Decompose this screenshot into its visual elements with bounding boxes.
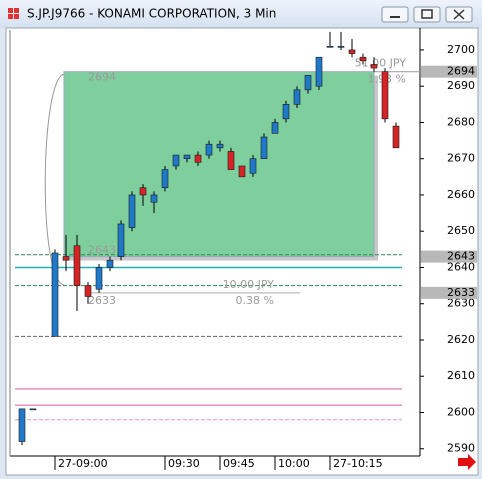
y-tick-label: 2640 bbox=[447, 260, 475, 273]
candle-body bbox=[282, 104, 290, 120]
price-marker bbox=[421, 286, 477, 299]
candle-body bbox=[139, 187, 147, 196]
candle-body bbox=[150, 194, 158, 203]
candle-body bbox=[337, 46, 345, 48]
candle-body bbox=[359, 56, 367, 62]
price-marker bbox=[421, 250, 477, 263]
candle-body bbox=[392, 125, 400, 149]
candle-body bbox=[194, 154, 202, 163]
candle-body bbox=[73, 245, 81, 286]
candle-body bbox=[18, 408, 26, 442]
x-tick-label: 27-10:15 bbox=[333, 457, 383, 470]
candle-body bbox=[128, 194, 136, 228]
candle-body bbox=[249, 158, 257, 174]
y-tick-label: 2670 bbox=[447, 152, 475, 165]
y-tick-label: 2630 bbox=[447, 297, 475, 310]
candle-body bbox=[216, 143, 224, 149]
x-tick-label: 10:00 bbox=[278, 457, 310, 470]
y-tick-label: 2590 bbox=[447, 442, 475, 455]
range-bottom-label: 2643 bbox=[88, 244, 116, 257]
measure-change: 10.00 JPY bbox=[223, 278, 275, 291]
y-tick-label: 2700 bbox=[447, 43, 475, 56]
y-tick-label: 2660 bbox=[447, 188, 475, 201]
x-tick-label: 09:30 bbox=[168, 457, 200, 470]
candle-body bbox=[348, 49, 356, 54]
candle-body bbox=[238, 165, 246, 178]
candle-body bbox=[183, 154, 191, 160]
price-marker bbox=[421, 65, 477, 78]
candle-body bbox=[205, 143, 213, 156]
minimize-button[interactable] bbox=[381, 6, 409, 23]
candle-body bbox=[326, 46, 334, 48]
candle-body bbox=[84, 285, 92, 297]
app-icon bbox=[8, 8, 19, 19]
y-tick-label: 2680 bbox=[447, 115, 475, 128]
candle-body bbox=[29, 408, 37, 411]
y-tick-label: 2690 bbox=[447, 79, 475, 92]
candle-body bbox=[172, 154, 180, 167]
y-tick-label: 2610 bbox=[447, 369, 475, 382]
price-marker-label: 2643 bbox=[447, 250, 475, 263]
y-tick-label: 2650 bbox=[447, 224, 475, 237]
range-change: 51.00 JPY bbox=[355, 57, 407, 70]
candle-body bbox=[293, 89, 301, 105]
x-tick-label: 09:45 bbox=[223, 457, 255, 470]
candle-body bbox=[260, 136, 268, 160]
scroll-arrow[interactable] bbox=[458, 454, 476, 470]
window-buttons[interactable] bbox=[381, 6, 473, 23]
x-tick-label: 27-09:00 bbox=[58, 457, 108, 470]
range-box bbox=[63, 71, 375, 258]
candle-body bbox=[370, 64, 378, 69]
candle-body bbox=[315, 56, 323, 87]
measure-bottom-label: 2633 bbox=[88, 294, 116, 307]
candle-body bbox=[95, 267, 103, 290]
candle-body bbox=[304, 75, 312, 91]
window-title: S.JP.J9766 - KONAMI CORPORATION, 3 Min bbox=[27, 7, 276, 21]
range-top-label: 2694 bbox=[88, 71, 116, 84]
candle-body bbox=[161, 169, 169, 189]
candle-body bbox=[227, 151, 235, 170]
price-marker-label: 2694 bbox=[447, 65, 475, 78]
measure-change-pct: 0.38 % bbox=[236, 294, 274, 307]
price-marker-label: 2633 bbox=[447, 286, 475, 299]
y-tick-label: 2620 bbox=[447, 333, 475, 346]
candle-body bbox=[117, 223, 125, 257]
candle-body bbox=[381, 71, 389, 120]
candle-body bbox=[51, 252, 59, 337]
y-tick-label: 2600 bbox=[447, 405, 475, 418]
candle-body bbox=[62, 256, 70, 261]
candle-body bbox=[271, 122, 279, 134]
maximize-button[interactable] bbox=[413, 6, 441, 23]
candle-body bbox=[106, 259, 114, 268]
